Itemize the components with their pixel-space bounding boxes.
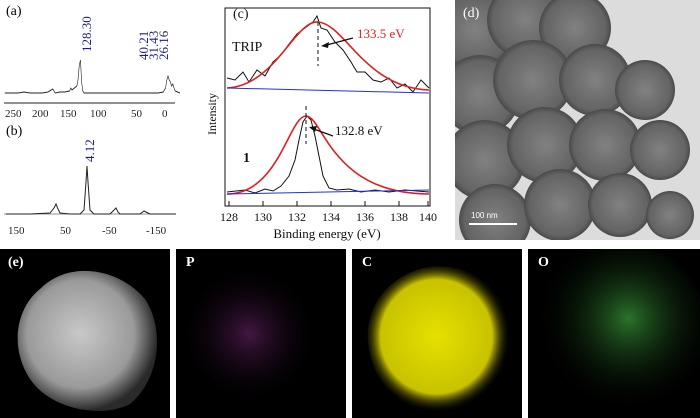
panel-c-label: (c) [233, 7, 249, 22]
panel-o-label: O [538, 255, 549, 270]
one-baseline [226, 189, 430, 195]
trip-peak-label: 133.5 eV [357, 26, 405, 41]
panel-b-label: (b) [6, 124, 23, 139]
series-label-trip: TRIP [232, 40, 263, 55]
tick-a-250: 250 [5, 108, 22, 120]
p-element-map [184, 262, 328, 406]
xps-frame [224, 7, 431, 207]
panel-p-map: P [176, 249, 346, 418]
panel-o-map: O [528, 249, 700, 418]
tick-a-150: 150 [60, 108, 77, 120]
peak-labels-a: 128.30 40.21 31.43 26.16 [79, 16, 171, 60]
trip-baseline [226, 87, 430, 94]
o-element-map [535, 249, 700, 412]
tick-c-136: 136 [356, 210, 374, 224]
panel-a-label: (a) [6, 4, 22, 19]
panel-c-map: C [352, 249, 522, 418]
peak-label-40: 40.21 [136, 31, 151, 60]
tick-b-150: 150 [8, 225, 25, 237]
tick-b--50: -50 [102, 225, 117, 237]
tick-a-0: 0 [162, 108, 168, 120]
peak-label-4: 4.12 [82, 139, 97, 162]
spectrum-a-line [4, 59, 180, 94]
one-raw-line [226, 115, 430, 194]
ticks-a: 250 200 150 100 50 0 [5, 108, 168, 120]
tick-c-138: 138 [390, 210, 408, 224]
tick-c-128: 128 [220, 210, 238, 224]
one-arrow-head [309, 126, 317, 132]
one-fit-line [226, 115, 430, 195]
tick-b-50: 50 [60, 225, 72, 237]
tick-a-50: 50 [131, 108, 143, 120]
y-axis-label: Intensity [205, 93, 219, 135]
nmr-spectrum-b: 4.12 150 50 -50 -150 [4, 139, 176, 237]
tick-c-140: 140 [419, 210, 437, 224]
scale-bar-label: 100 nm [471, 211, 498, 220]
panel-p-label: P [186, 255, 195, 270]
panel-d-label: (d) [463, 6, 480, 21]
panel-d-tem-image: (d) 100 nm [455, 0, 700, 240]
ticks-b: 150 50 -50 -150 [8, 225, 167, 237]
panel-a: (a) 128.30 40.21 31.43 26.16 250 200 150… [0, 0, 180, 122]
spectrum-b-line [6, 165, 176, 215]
x-axis-label: Binding energy (eV) [273, 226, 380, 241]
x-tick-labels: 128 130 132 134 136 138 140 [220, 210, 437, 224]
tick-b--150: -150 [146, 225, 167, 237]
haadf-particle [17, 270, 157, 411]
panel-c: (c) Intensity TRIP 133.5 eV 1 132.8 eV 1… [185, 0, 445, 248]
peak-label-26: 26.16 [156, 30, 171, 60]
peak-label-128: 128.30 [79, 16, 94, 52]
c-element-map [367, 266, 511, 413]
trip-raw-line [226, 14, 430, 93]
one-peak-label: 132.8 eV [335, 123, 383, 138]
tem-micrograph [455, 0, 700, 240]
xps-chart: (c) Intensity TRIP 133.5 eV 1 132.8 eV 1… [205, 7, 437, 241]
nmr-spectrum-a: 128.30 40.21 31.43 26.16 250 200 150 100… [4, 16, 180, 120]
trip-arrow-head [321, 42, 329, 48]
tick-c-134: 134 [322, 210, 340, 224]
tick-c-130: 130 [254, 210, 272, 224]
tick-c-132: 132 [288, 210, 306, 224]
panel-b: (b) 4.12 150 50 -50 -150 [0, 122, 180, 240]
panel-e-label: (e) [8, 255, 24, 270]
tick-a-200: 200 [32, 108, 49, 120]
x-ticks [228, 201, 429, 206]
panel-e-haadf-image: (e) [0, 249, 170, 418]
peak-label-31: 31.43 [146, 31, 161, 60]
tick-a-100: 100 [90, 108, 107, 120]
panel-c-map-label: C [362, 255, 373, 270]
series-label-1: 1 [243, 151, 250, 166]
